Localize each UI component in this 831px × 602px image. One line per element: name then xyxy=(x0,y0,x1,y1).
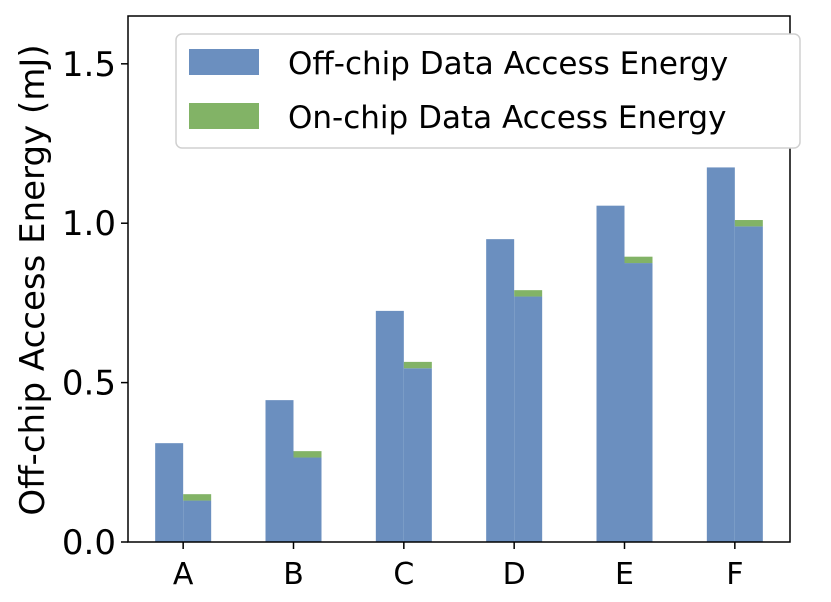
bar-off-chip-stacked-B xyxy=(293,457,322,542)
bar-off-chip-stacked-C xyxy=(403,368,432,542)
bar-off-chip-E xyxy=(596,205,625,543)
y-tick-label: 0.5 xyxy=(62,364,116,404)
x-tick-label-A: A xyxy=(173,557,194,592)
bar-on-chip-stacked-F xyxy=(734,220,763,227)
bar-on-chip-stacked-C xyxy=(403,361,432,369)
x-tick-label-F: F xyxy=(726,557,743,592)
x-tick-label-D: D xyxy=(503,557,526,592)
bar-off-chip-stacked-F xyxy=(734,226,763,542)
plot-frame xyxy=(127,15,791,543)
bar-on-chip-stacked-D xyxy=(514,290,543,297)
y-axis-label: Off-chip Access Energy (mJ) xyxy=(13,44,53,515)
legend-label-on-chip: On-chip Data Access Energy xyxy=(288,100,726,136)
legend: Off-chip Data Access Energy On-chip Data… xyxy=(175,33,801,149)
bar-off-chip-C xyxy=(375,310,404,542)
bar-off-chip-stacked-D xyxy=(514,296,543,542)
bar-off-chip-stacked-A xyxy=(183,500,212,542)
y-axis: 0.0 0.5 1.0 1.5 xyxy=(62,45,128,563)
x-tick-label-B: B xyxy=(283,557,304,592)
bar-on-chip-stacked-E xyxy=(624,256,653,264)
x-tick-label-C: C xyxy=(393,557,414,592)
bar-off-chip-A xyxy=(155,443,184,542)
x-tick-label-E: E xyxy=(615,557,634,592)
y-tick-label: 1.5 xyxy=(62,45,116,85)
legend-box xyxy=(175,33,801,149)
bar-off-chip-stacked-E xyxy=(624,263,653,542)
y-tick-label: 0.0 xyxy=(62,523,116,563)
y-tick-label: 1.0 xyxy=(62,204,116,244)
bar-on-chip-stacked-B xyxy=(293,451,322,458)
x-axis: A B C D E F xyxy=(173,542,743,592)
legend-swatch-on-chip xyxy=(189,103,259,129)
bar-off-chip-D xyxy=(486,239,515,542)
bar-off-chip-F xyxy=(706,167,735,542)
bar-on-chip-stacked-A xyxy=(183,494,212,501)
legend-label-off-chip: Off-chip Data Access Energy xyxy=(288,46,728,82)
bar-off-chip-B xyxy=(265,400,294,542)
bars-group xyxy=(155,167,763,543)
legend-swatch-off-chip xyxy=(189,49,259,75)
